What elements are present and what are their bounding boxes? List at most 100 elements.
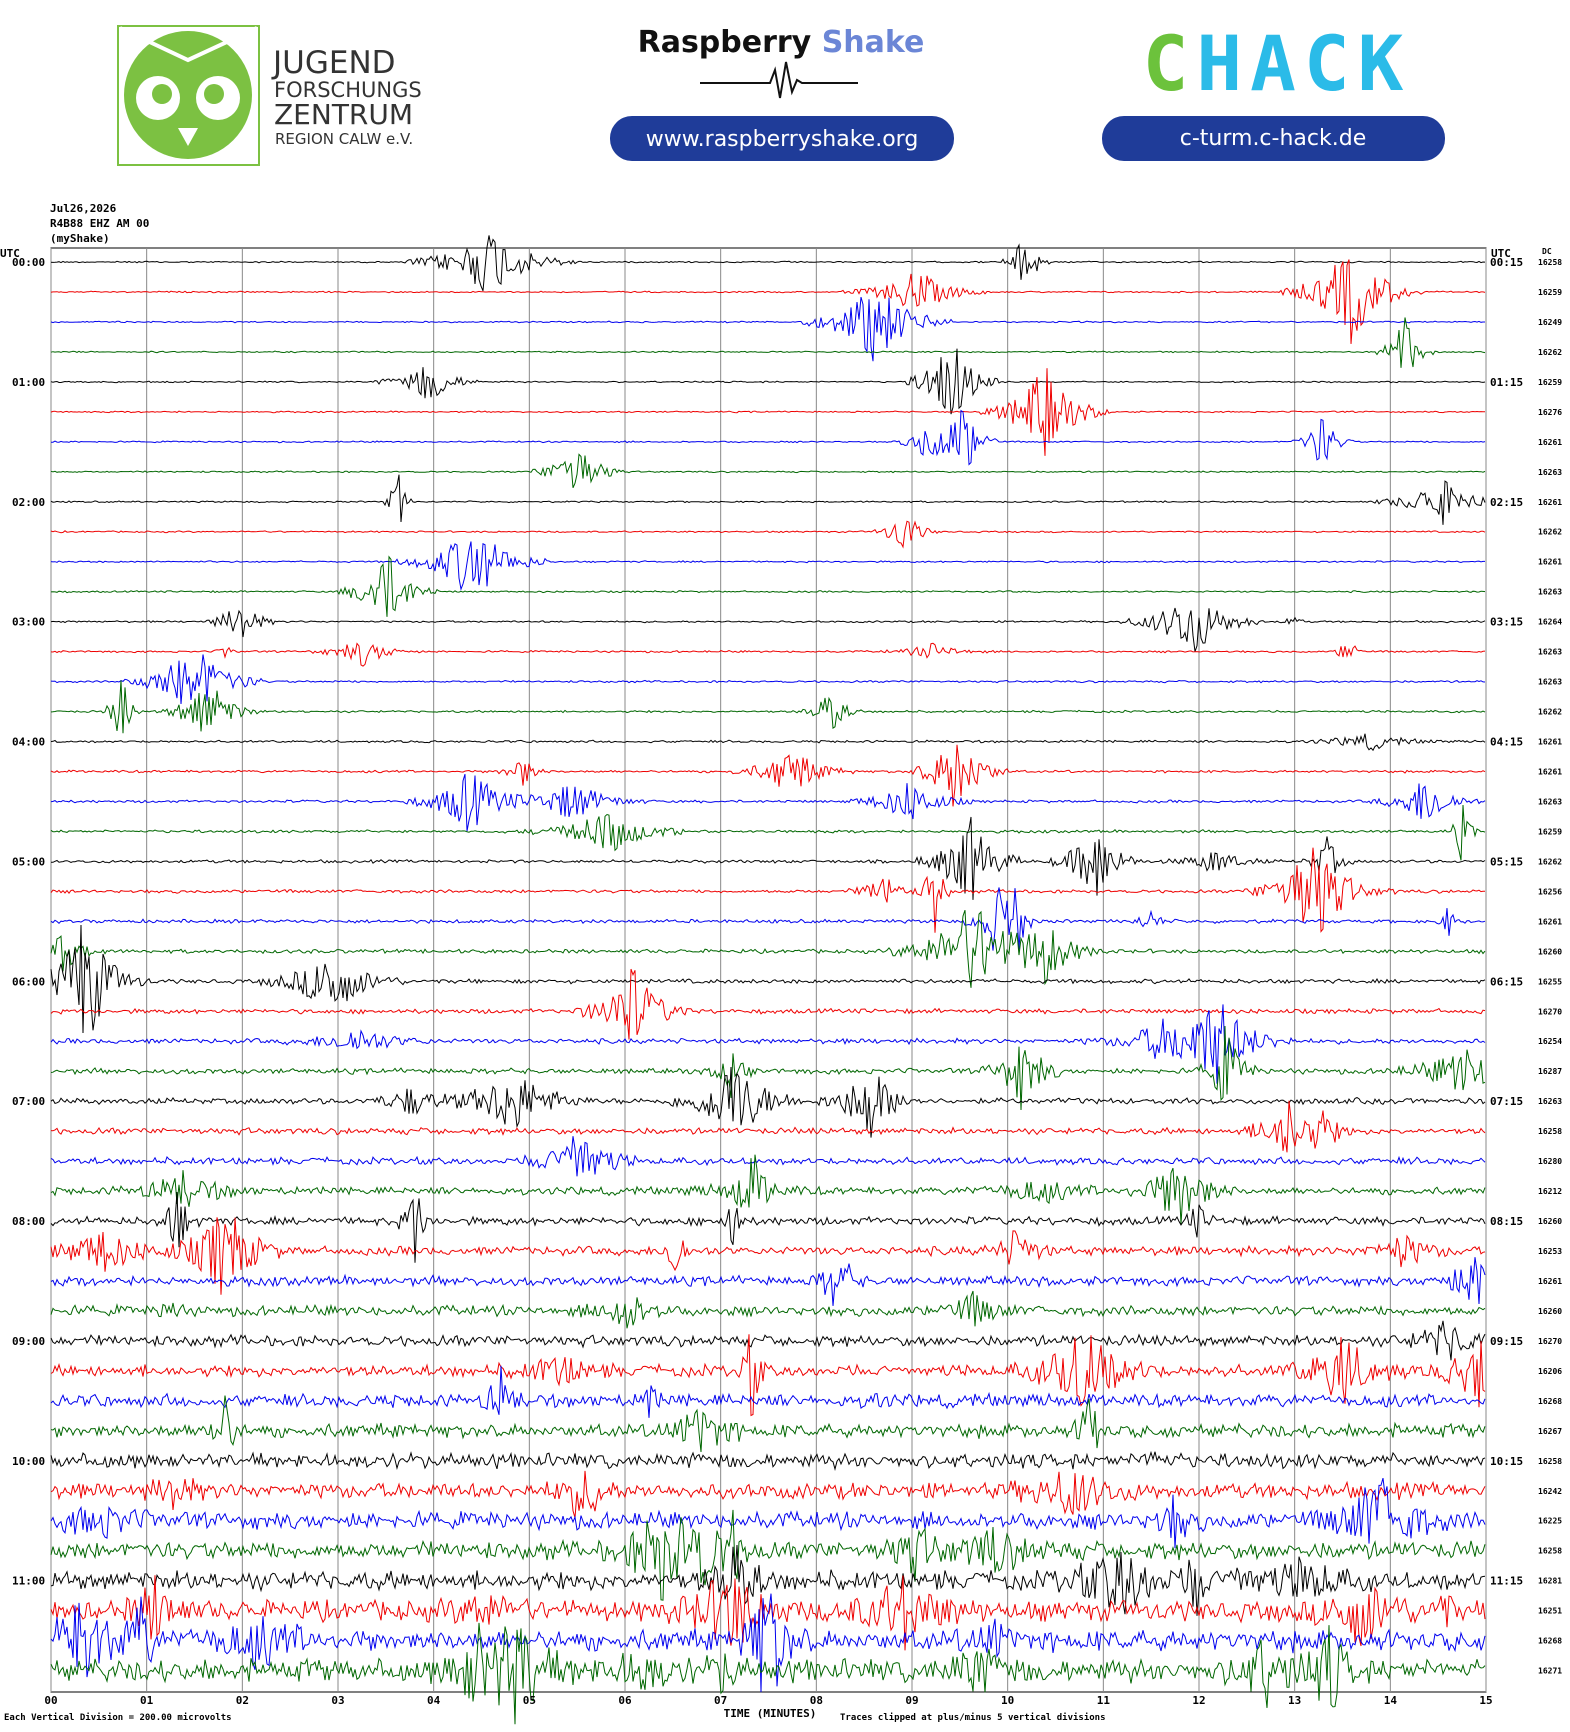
trace: [50, 1100, 1486, 1153]
left-time: 06:00: [12, 975, 45, 988]
trace: [50, 1544, 1486, 1616]
trace: [50, 816, 1486, 900]
left-time: 03:00: [12, 616, 45, 629]
right-time: 09:15: [1490, 1335, 1523, 1348]
dc-value: 16255: [1538, 977, 1562, 986]
x-tick-label: 04: [427, 1694, 441, 1707]
left-time: 01:00: [12, 376, 45, 389]
trace: [50, 1470, 1486, 1518]
x-tick-label: 15: [1479, 1694, 1492, 1707]
trace: [50, 642, 1486, 667]
left-time: 07:00: [12, 1095, 45, 1108]
x-tick-label: 05: [523, 1694, 536, 1707]
clip-note: Traces clipped at plus/minus 5 vertical …: [840, 1712, 1106, 1723]
rs-url[interactable]: www.raspberryshake.org: [646, 127, 919, 152]
jfz-line: ZENTRUM: [274, 98, 413, 131]
dc-value: 16259: [1538, 288, 1562, 297]
rs-pill: [610, 116, 954, 161]
dc-value: 16263: [1538, 648, 1562, 657]
dc-value: 16267: [1538, 1427, 1562, 1436]
trace: [50, 1450, 1486, 1471]
trace: [50, 541, 1485, 591]
x-label: TIME (MINUTES): [724, 1707, 817, 1720]
rs-title: Raspberry Shake: [638, 25, 925, 60]
dc-value: 16263: [1538, 468, 1562, 477]
trace: [50, 368, 1485, 456]
right-time: 11:15: [1490, 1575, 1523, 1588]
right-time: 03:15: [1490, 616, 1523, 629]
dc-value: 16261: [1538, 438, 1562, 447]
right-time: 01:15: [1490, 376, 1523, 389]
trace: [50, 1154, 1486, 1225]
dc-value: 16268: [1538, 1637, 1562, 1646]
x-tick-label: 03: [331, 1694, 344, 1707]
trace: [50, 235, 1486, 291]
traces: [50, 235, 1486, 1725]
dc-value: 16263: [1538, 588, 1562, 597]
chack-pill: [1102, 116, 1445, 161]
trace: [50, 317, 1486, 368]
x-tick-label: 08: [810, 1694, 823, 1707]
rs-word: Raspberry: [638, 25, 812, 60]
rs-word: Shake: [822, 25, 925, 60]
trace: [50, 773, 1486, 832]
dc-value: 16263: [1538, 1097, 1562, 1106]
right-time: 05:15: [1490, 855, 1523, 868]
plot-frame: [50, 247, 1487, 1693]
dc-value: 16249: [1538, 318, 1562, 327]
dc-value: 16258: [1538, 258, 1562, 267]
grid: [50, 248, 1487, 1692]
left-unit: UTC: [0, 247, 20, 260]
dc-value: 16271: [1538, 1667, 1562, 1676]
dc-value: 16281: [1538, 1577, 1562, 1586]
dc-value: 16256: [1538, 887, 1562, 896]
dc-value: 16261: [1538, 1277, 1562, 1286]
chack-hack: HACK: [1196, 19, 1411, 108]
chack-url[interactable]: c-turm.c-hack.de: [1180, 126, 1366, 151]
dc-value: 16260: [1538, 1217, 1562, 1226]
x-tick-label: 06: [618, 1694, 632, 1707]
jfz-line: FORSCHUNGS: [274, 78, 422, 102]
x-tick-label: 01: [140, 1694, 154, 1707]
left-time: 02:00: [12, 496, 45, 509]
x-tick-label: 13: [1288, 1694, 1301, 1707]
trace: [50, 474, 1486, 525]
dc-value: 16276: [1538, 408, 1562, 417]
scale-note: Each Vertical Division = 200.00 microvol…: [4, 1712, 232, 1723]
dc-value: 16261: [1538, 767, 1562, 776]
right-time: 00:15: [1490, 256, 1523, 269]
x-tick-label: 07: [714, 1694, 727, 1707]
trace: [50, 804, 1486, 861]
dc-value: 16262: [1538, 528, 1562, 537]
dc-value: 16242: [1538, 1487, 1562, 1496]
left-time: 00:00: [12, 256, 45, 269]
right-time: 10:15: [1490, 1455, 1523, 1468]
dc-value: 16258: [1538, 1547, 1562, 1556]
trace: [50, 409, 1486, 466]
dc-value: 16260: [1538, 947, 1562, 956]
station: R4B88 EHZ AM 00: [50, 217, 149, 230]
trace: [50, 654, 1486, 705]
dc-value: 16212: [1538, 1187, 1562, 1196]
labels: 00 01 02 03 04 05 06 07 08 09 10 11 12 13 14 15 16258 162…: [12, 256, 1562, 1707]
right-time: 06:15: [1490, 975, 1523, 988]
dc-value: 16254: [1538, 1037, 1562, 1046]
date: Jul26,2026: [50, 202, 117, 215]
dc-value: 16264: [1538, 618, 1562, 627]
dc-value: 16262: [1538, 857, 1562, 866]
left-time: 04:00: [12, 736, 45, 749]
rs-wave: [700, 61, 858, 99]
dc-value: 16263: [1538, 678, 1562, 687]
dc-value: 16261: [1538, 558, 1562, 567]
x-tick-label: 12: [1192, 1694, 1205, 1707]
left-time: 10:00: [12, 1455, 45, 1468]
dc-value: 16270: [1538, 1337, 1562, 1346]
trace: [50, 1395, 1486, 1453]
chack-logo: CHACK: [1143, 19, 1412, 108]
trace: [50, 744, 1486, 807]
trace: [50, 847, 1485, 933]
jfz-line: REGION CALW e.V.: [275, 130, 413, 148]
dc-value: 16263: [1538, 797, 1562, 806]
dc-value: 16259: [1538, 378, 1562, 387]
